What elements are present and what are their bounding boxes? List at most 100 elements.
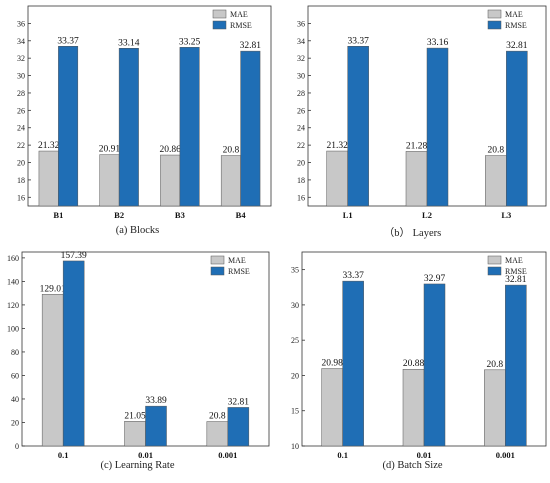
y-tick-label: 10 xyxy=(291,442,299,451)
chart-panel-0: 16 18 20 22 24 26 28 30 32 34 36 21.32 33.37 B1 20.91 3… xyxy=(17,5,272,220)
legend-swatch-mae xyxy=(487,9,502,19)
y-tick-label: 32 xyxy=(17,54,25,63)
mae-bar xyxy=(38,150,59,207)
legend-label-mae: MAE xyxy=(505,10,523,19)
x-tick-label: 0.1 xyxy=(58,450,69,460)
legend-swatch-mae xyxy=(212,9,227,19)
y-tick-label: 26 xyxy=(17,106,25,115)
legend-label-mae: MAE xyxy=(230,10,248,19)
rmse-bar xyxy=(240,50,261,207)
x-tick-label: 0.01 xyxy=(417,450,432,460)
x-tick-label: L3 xyxy=(501,210,511,220)
legend-swatch-mae xyxy=(210,255,225,265)
legend-swatch-rmse xyxy=(487,20,502,30)
bar-value-label: 20.88 xyxy=(403,359,425,369)
y-tick-label: 22 xyxy=(17,141,25,150)
x-tick-label: 0.001 xyxy=(496,450,515,460)
rmse-bar xyxy=(58,46,79,207)
y-tick-label: 26 xyxy=(297,106,305,115)
caption-d: (d) Batch Size xyxy=(382,460,443,471)
mae-bar xyxy=(206,421,229,447)
legend-label-rmse: RMSE xyxy=(230,21,252,30)
legend-label-mae: MAE xyxy=(228,256,246,265)
mae-bar xyxy=(41,294,64,447)
y-tick-label: 28 xyxy=(297,89,305,98)
y-tick-label: 20 xyxy=(11,418,19,427)
bar-value-label: 21.32 xyxy=(326,141,348,151)
y-tick-label: 34 xyxy=(297,37,305,46)
x-tick-label: 0.001 xyxy=(218,450,237,460)
legend-swatch-rmse xyxy=(212,20,227,30)
y-tick-label: 30 xyxy=(17,72,25,81)
rmse-bar xyxy=(62,260,85,447)
mae-bar xyxy=(402,368,425,447)
rmse-bar xyxy=(426,47,449,207)
legend-label-rmse: RMSE xyxy=(505,267,527,276)
bar-value-label: 157.39 xyxy=(61,251,87,261)
bar-value-label: 33.25 xyxy=(179,37,201,47)
legend-swatch-rmse xyxy=(210,266,225,276)
mae-bar xyxy=(99,154,120,207)
rmse-bar xyxy=(506,50,528,207)
chart-panel-2: 0 20 40 60 80 100 120 140 160 129.01 157.39 0.1 21.0… xyxy=(7,251,270,460)
y-tick-label: 18 xyxy=(297,176,305,185)
chart-panel-3: 10 15 20 25 30 35 20.98 33.37 0.1 20.88 32.97 0.01 2… xyxy=(291,251,547,460)
y-tick-label: 80 xyxy=(11,348,19,357)
y-tick-label: 40 xyxy=(11,395,19,404)
rmse-bar xyxy=(505,284,527,447)
bar-value-label: 20.8 xyxy=(209,412,226,422)
rmse-bar xyxy=(347,46,369,207)
x-tick-label: 0.01 xyxy=(138,450,153,460)
bar-value-label: 32.81 xyxy=(506,41,528,51)
y-tick-label: 30 xyxy=(297,72,305,81)
x-tick-label: L2 xyxy=(422,210,432,220)
bar-value-label: 32.81 xyxy=(505,275,527,285)
bar-value-label: 129.01 xyxy=(40,284,66,294)
legend-label-rmse: RMSE xyxy=(228,267,250,276)
y-tick-label: 20 xyxy=(17,159,25,168)
caption-a: (a) Blocks xyxy=(115,225,160,236)
y-tick-label: 16 xyxy=(297,193,305,202)
bar-value-label: 33.37 xyxy=(342,271,364,281)
bar-value-label: 20.8 xyxy=(223,146,240,156)
mae-bar xyxy=(485,155,507,207)
rmse-bar xyxy=(118,48,139,207)
bar-value-label: 21.32 xyxy=(38,141,60,151)
bar-value-label: 21.05 xyxy=(124,411,146,421)
y-tick-label: 120 xyxy=(7,301,19,310)
legend-label-mae: MAE xyxy=(505,256,523,265)
rmse-bar xyxy=(227,407,250,447)
bar-value-label: 20.86 xyxy=(159,145,181,155)
rmse-bar xyxy=(145,405,167,447)
legend-swatch-rmse xyxy=(487,266,502,276)
rmse-bar xyxy=(423,283,446,447)
rmse-bar xyxy=(342,280,364,447)
bar-value-label: 32.81 xyxy=(240,41,262,51)
x-tick-label: B1 xyxy=(53,210,63,220)
y-tick-label: 30 xyxy=(291,301,299,310)
y-tick-label: 0 xyxy=(15,442,19,451)
mae-bar xyxy=(484,369,506,447)
y-tick-label: 32 xyxy=(297,54,305,63)
mae-bar xyxy=(321,368,343,447)
legend-swatch-mae xyxy=(487,255,502,265)
y-tick-label: 24 xyxy=(17,124,25,133)
bar-value-label: 20.98 xyxy=(321,359,343,369)
mae-bar xyxy=(160,154,181,207)
legend-label-rmse: RMSE xyxy=(505,21,527,30)
y-tick-label: 16 xyxy=(17,193,25,202)
y-tick-label: 25 xyxy=(291,336,299,345)
y-tick-label: 140 xyxy=(7,277,19,286)
y-tick-label: 18 xyxy=(17,176,25,185)
x-tick-label: B2 xyxy=(114,210,124,220)
y-tick-label: 36 xyxy=(17,19,25,28)
x-tick-label: B3 xyxy=(175,210,185,220)
mae-bar xyxy=(405,151,428,207)
y-tick-label: 35 xyxy=(291,266,299,275)
bar-value-label: 20.91 xyxy=(99,145,121,155)
bar-value-label: 33.16 xyxy=(427,38,449,48)
bar-value-label: 33.37 xyxy=(347,36,369,46)
y-tick-label: 22 xyxy=(297,141,305,150)
